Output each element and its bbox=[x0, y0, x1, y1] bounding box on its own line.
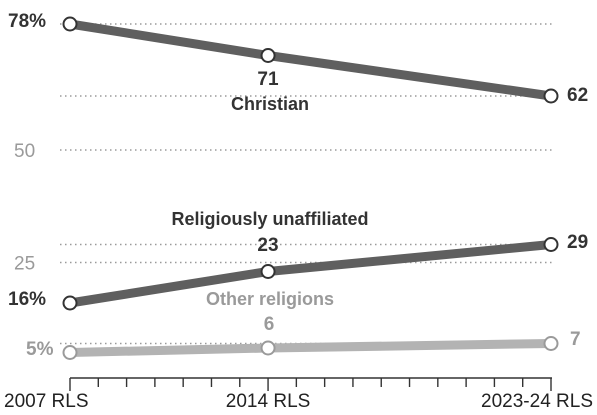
data-label: 7 bbox=[570, 329, 581, 350]
series-label: Religiously unaffiliated bbox=[171, 209, 368, 229]
y-tick-label: 50 bbox=[14, 141, 35, 162]
x-axis: 2007 RLS 2014 RLS 2023-24 RLS bbox=[4, 377, 593, 412]
data-label: 5% bbox=[26, 339, 54, 360]
series-line bbox=[65, 19, 556, 101]
data-point bbox=[62, 345, 78, 360]
data-label: 71 bbox=[257, 69, 279, 90]
series-label: Christian bbox=[231, 94, 309, 114]
data-label: 78% bbox=[8, 11, 46, 32]
data-label: 6 bbox=[264, 314, 275, 335]
chart-labels: 78% 71 62 16% 23 29 5% 6 7 Christian Religiously u… bbox=[8, 11, 588, 360]
data-point bbox=[260, 48, 276, 63]
data-label: 16% bbox=[8, 289, 46, 310]
data-point bbox=[62, 16, 78, 32]
y-axis-tick-labels: 50 25 bbox=[14, 141, 35, 275]
series-line bbox=[65, 339, 556, 357]
series-lines bbox=[62, 16, 559, 360]
y-tick-label: 25 bbox=[14, 254, 35, 275]
data-point bbox=[543, 237, 559, 252]
data-point bbox=[260, 340, 276, 356]
x-tick-label: 2023-24 RLS bbox=[481, 391, 593, 412]
data-point bbox=[62, 295, 78, 311]
data-label: 29 bbox=[567, 232, 588, 253]
data-point bbox=[543, 336, 559, 351]
data-point bbox=[260, 264, 276, 279]
series-label: Other religions bbox=[206, 289, 334, 309]
x-tick-label: 2014 RLS bbox=[226, 391, 311, 412]
data-label: 23 bbox=[257, 235, 278, 256]
x-tick-label: 2007 RLS bbox=[4, 391, 89, 412]
data-label: 62 bbox=[567, 85, 588, 106]
data-point bbox=[543, 88, 559, 104]
